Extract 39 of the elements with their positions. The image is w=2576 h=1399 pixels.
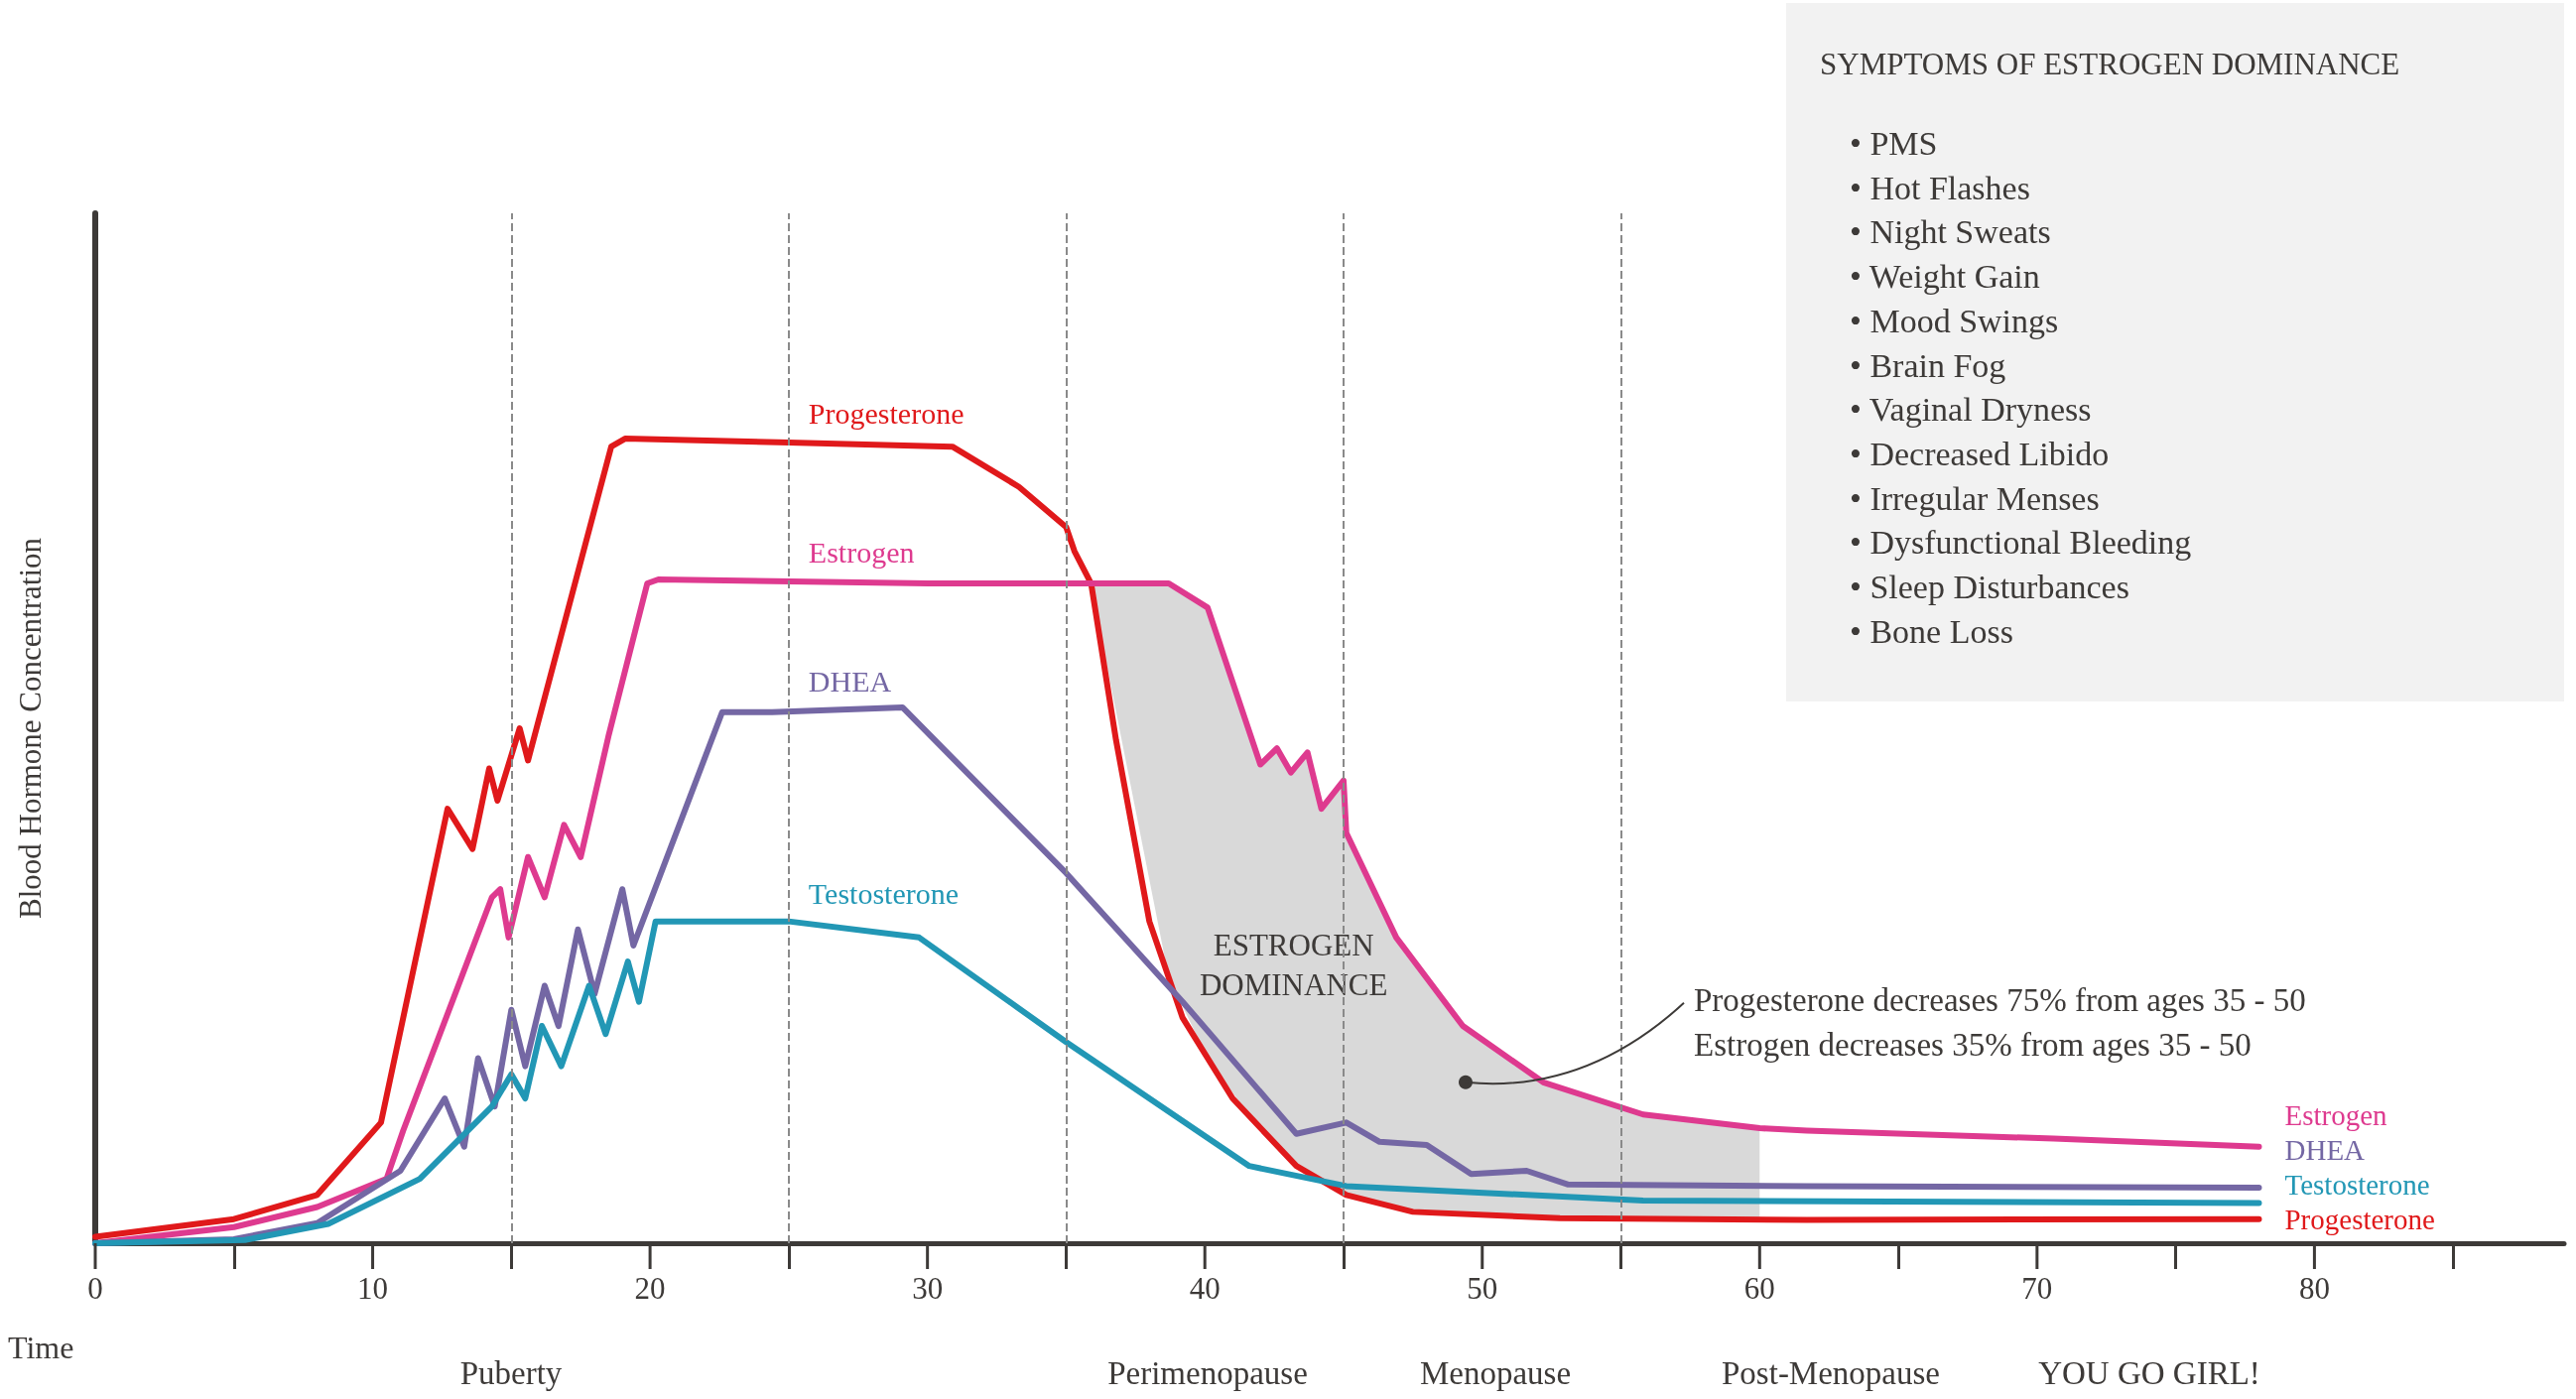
x-tick-label: 10 bbox=[357, 1271, 389, 1306]
text: • Hot Flashes bbox=[1850, 169, 2030, 206]
text: • Night Sweats bbox=[1850, 213, 2051, 251]
x-tick-label: 20 bbox=[634, 1271, 666, 1306]
text: YOU GO GIRL! bbox=[2038, 1355, 2260, 1391]
x-tick-label: 70 bbox=[2021, 1271, 2053, 1306]
text: Puberty bbox=[459, 1355, 563, 1391]
annotation: • Sleep Disturbances bbox=[1850, 568, 2130, 608]
annotation: ESTROGEN DOMINANCE bbox=[1199, 927, 1388, 1002]
series-label: Testosterone bbox=[808, 876, 960, 910]
x-tick-label: 40 bbox=[1189, 1271, 1221, 1306]
x-axis-title: Time bbox=[8, 1330, 74, 1365]
text: Perimenopause bbox=[1107, 1355, 1308, 1391]
text: Menopause bbox=[1419, 1355, 1572, 1391]
text: Testosterone bbox=[2284, 1168, 2430, 1201]
x-tick-label: 80 bbox=[2298, 1271, 2330, 1306]
x-tick-label: 50 bbox=[1467, 1271, 1498, 1306]
x-tick-label: 30 bbox=[912, 1271, 944, 1306]
annotation: • Irregular Menses bbox=[1850, 478, 2101, 519]
x-tick-label: 0 bbox=[87, 1271, 103, 1306]
x-tick-label: 60 bbox=[1743, 1271, 1775, 1306]
annotation: • Dysfunctional Bleeding bbox=[1850, 523, 2193, 564]
annotation: • Decreased Libido bbox=[1850, 434, 2111, 474]
series-label: DHEA bbox=[808, 665, 892, 699]
text: • Weight Gain bbox=[1850, 258, 2040, 296]
text: SYMPTOMS OF ESTROGEN DOMINANCE bbox=[1820, 47, 2400, 81]
text: Progesterone bbox=[2284, 1203, 2435, 1235]
text: • Brain Fog bbox=[1850, 346, 2006, 384]
series-label: Estrogen bbox=[808, 535, 915, 569]
series-label: Progesterone bbox=[808, 396, 965, 430]
text: DHEA bbox=[2284, 1133, 2366, 1166]
text: • Vaginal Dryness bbox=[1850, 391, 2092, 429]
text: • PMS bbox=[1850, 125, 1938, 162]
annotation: • Bone Loss bbox=[1850, 611, 2014, 652]
annotation: Progesterone decreases 75% from ages 35 - 50 Estrogen decreases 35% from ages 35 - 50 bbox=[1693, 982, 2306, 1064]
text: Estrogen bbox=[2284, 1098, 2387, 1131]
y-axis-title: Blood Hormone Concentration bbox=[12, 537, 48, 919]
text: • Mood Swings bbox=[1850, 302, 2059, 339]
text: Post-Menopause bbox=[1722, 1355, 1940, 1391]
